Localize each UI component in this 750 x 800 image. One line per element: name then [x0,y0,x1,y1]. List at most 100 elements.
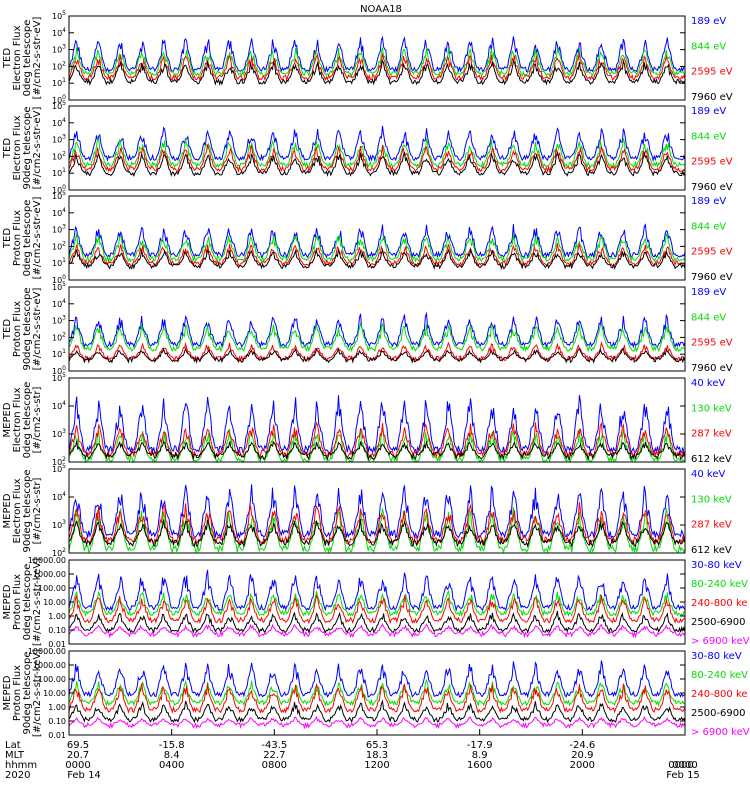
series-line-4 [68,248,686,271]
y-tick-label: 104 [52,207,66,218]
panel-ylabel: 90deg telescope [22,651,33,734]
legend-entry: 130 keV [691,494,732,505]
x-tick-label: 0000 [672,760,697,771]
x-row-label: Lat [5,740,21,751]
y-tick-label: 100 [52,184,66,195]
series-line-2 [68,589,686,618]
series-line-4 [68,347,686,364]
panel-ylabel: Electron Flux [12,478,23,543]
y-tick-exponent: 5 [62,281,66,288]
legend-entry: 80-240 keV [691,670,748,681]
legend-entry: 189 eV [691,196,726,207]
y-tick-exponent: 4 [62,298,66,305]
panel-ylabel: 0deg telescope [22,382,33,459]
y-tick-label: 105 [52,281,66,292]
panel-ylabel: TED [2,319,13,340]
y-tick-exponent: 0 [62,365,66,372]
panel-frame [68,105,686,191]
y-tick-label: 100 [52,94,66,105]
panel-ylabel: [#/cm2-s-str-keV] [32,558,43,646]
y-tick-exponent: 4 [62,400,66,407]
y-tick-label: 105 [52,190,66,201]
legend-entry: 612 keV [691,545,732,556]
series-line-1 [68,484,686,540]
x-tick-label: 0000 [65,760,90,771]
panel-ylabel: MEPED [2,675,13,710]
y-tick-exponent: 4 [62,207,66,214]
legend-entry: 189 eV [691,287,726,298]
panel-ylabel: TED [2,48,13,69]
y-tick-exponent: 5 [62,372,66,379]
y-tick-label: 10.00 [43,598,66,607]
series-line-3 [68,502,686,546]
legend-entry: 844 eV [691,131,726,142]
y-tick-exponent: 5 [62,190,66,197]
series-line-2 [68,322,686,353]
legend-entry: 240-800 ke [691,598,748,609]
y-tick-label: 104 [52,117,66,128]
legend-entry: 612 keV [691,454,732,465]
y-tick-label: 1000.00 [33,570,66,579]
legend-entry: 2595 eV [691,67,733,78]
y-tick-exponent: 3 [62,224,66,231]
y-tick-label: 10000.00 [28,647,66,656]
series-line-2 [68,507,686,554]
series-line-1 [68,35,686,74]
x-tick-label: -17.9 [467,740,493,751]
y-tick-label: 100.00 [38,584,66,593]
legend-entry: 2500-6900 [691,617,746,628]
y-tick-label: 0.01 [48,640,66,649]
y-tick-exponent: 4 [62,491,66,498]
y-tick-label: 101 [52,348,66,359]
legend-entry: > 6900 keV [691,636,750,647]
series-line-2 [68,232,686,264]
y-tick-exponent: 5 [62,100,66,107]
y-tick-label: 100 [52,274,66,285]
series-line-4 [68,440,686,462]
y-tick-label: 101 [52,77,66,88]
legend-entry: 2595 eV [691,157,733,168]
x-tick-label: 0800 [262,760,287,771]
x-tick-label: 1200 [364,760,389,771]
series-line-2 [68,137,686,169]
series-line-4 [68,699,686,724]
legend-entry: 189 eV [691,106,726,117]
legend-entry: 80-240 keV [691,579,748,590]
series-line-3 [68,243,686,267]
series-line-4 [68,59,686,86]
panel-ylabel: Proton Flux [12,574,23,630]
panel-5: 102 103 104 105 MEPED Electron Flux 0deg teles… [2,372,732,467]
panel-ylabel: Proton Flux [12,665,23,721]
panel-frame [68,377,686,463]
x-tick-label: 69.5 [67,740,89,751]
y-tick-label: 101 [52,257,66,268]
series-line-4 [68,151,686,178]
x-row-label: 2020 [5,770,30,781]
panel-ylabel: MEPED [2,584,13,619]
y-tick-label: 103 [52,315,66,326]
panel-ylabel: MEPED [2,402,13,437]
series-line-1 [68,223,686,259]
y-tick-exponent: 2 [62,456,66,463]
series-line-2 [68,678,686,707]
panel-ylabel: TED [2,228,13,249]
legend-entry: 2595 eV [691,247,733,258]
y-tick-exponent: 2 [62,60,66,67]
panel-ylabel: 90deg telescope [22,469,33,552]
x-tick-label: 1600 [467,760,492,771]
panel-ylabel: [#/cm2-s-str] [32,477,43,544]
y-tick-label: 103 [52,44,66,55]
panel-ylabel: [#/cm2-s-str-keV] [32,649,43,737]
legend-entry: 130 keV [691,403,732,414]
legend-entry: 240-800 ke [691,689,748,700]
x-tick-label: -24.6 [569,740,595,751]
legend-entry: 2500-6900 [691,708,746,719]
y-tick-exponent: 0 [62,94,66,101]
y-tick-exponent: 3 [62,519,66,526]
x-tick-label: 65.3 [366,740,388,751]
legend-entry: 287 keV [691,520,732,531]
x-tick-label: 22.7 [263,750,285,761]
y-tick-label: 0.10 [48,717,66,726]
